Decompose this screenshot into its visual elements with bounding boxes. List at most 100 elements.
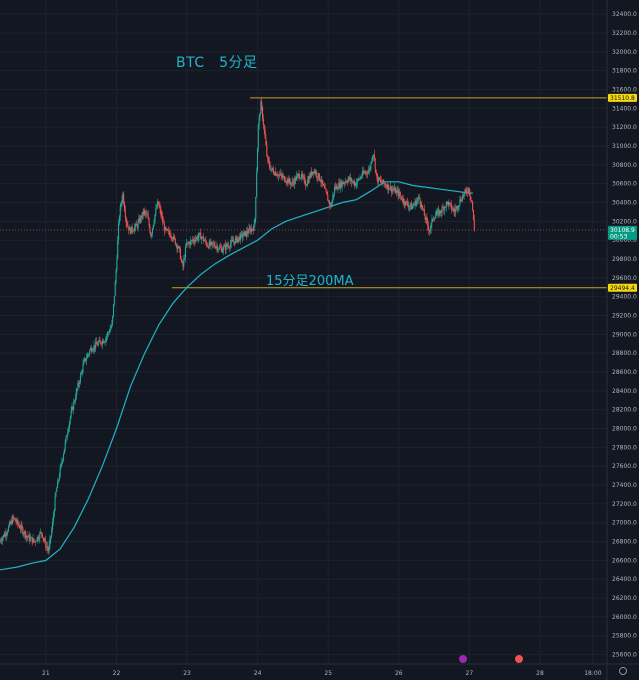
candle-body: [46, 546, 48, 548]
candle-body: [370, 162, 372, 169]
time-axis[interactable]: 21 22 23 24 25 26 27 28 18:00: [42, 670, 602, 677]
candle-body: [183, 259, 185, 267]
candle-body: [212, 243, 214, 245]
price-axis[interactable]: 32400.0 32200.0 32000.0 31800.0 31600.0 31400…: [612, 11, 637, 658]
candle-body: [147, 215, 149, 220]
candle-body: [246, 231, 248, 234]
candle-body: [139, 218, 141, 223]
price-tick-label: 27200.0: [612, 501, 637, 508]
event-icon[interactable]: [459, 655, 467, 663]
candle-body: [56, 488, 58, 492]
ma-label-annotation: 15分足200MA: [266, 274, 354, 289]
candle-body: [201, 236, 203, 238]
candle-body: [170, 236, 172, 238]
candle-layer: [0, 96, 475, 555]
price-tick-label: 25600.0: [612, 652, 637, 659]
candle-body: [74, 398, 76, 402]
candle-body: [18, 525, 21, 529]
candle-body: [24, 531, 26, 534]
candle-body: [361, 171, 364, 177]
ma-200-line: [0, 181, 473, 571]
candle-body: [16, 519, 18, 523]
price-tick-label: 27600.0: [612, 463, 637, 470]
flag-icon[interactable]: [515, 655, 523, 663]
candle-body: [446, 201, 448, 203]
candle-body: [405, 201, 408, 202]
candle-body: [348, 177, 350, 180]
candle-body: [123, 203, 126, 211]
candle-body: [384, 184, 386, 187]
candle-body: [35, 541, 37, 542]
candle-body: [150, 232, 152, 237]
candle-body: [288, 178, 290, 184]
candle-body: [454, 211, 456, 213]
candle-body: [96, 344, 98, 346]
price-tick-label: 30800.0: [612, 162, 637, 169]
candle-body: [338, 183, 340, 190]
candle-body: [247, 233, 249, 234]
candle-body: [206, 242, 208, 246]
candle-body: [28, 535, 30, 538]
candle-body: [284, 176, 286, 182]
price-tick-label: 26600.0: [612, 557, 637, 564]
candle-body: [234, 238, 237, 244]
candle-body: [113, 296, 115, 305]
candle-body: [450, 203, 452, 205]
candle-body: [172, 238, 174, 240]
candle-body: [256, 148, 259, 173]
candle-body: [107, 332, 109, 336]
candle-body: [103, 341, 105, 343]
candle-body: [218, 247, 220, 250]
candle-body: [282, 176, 284, 178]
candle-body: [324, 188, 326, 190]
candle-body: [211, 241, 213, 243]
candle-body: [270, 169, 272, 171]
candle-body: [329, 204, 331, 205]
candle-body: [62, 459, 64, 462]
candle-body: [43, 538, 45, 541]
candle-body: [217, 246, 219, 251]
candle-body: [389, 189, 391, 190]
candle-body: [131, 226, 133, 231]
candle-body: [7, 526, 10, 532]
candle-body: [332, 195, 334, 202]
price-tick-label: 28800.0: [612, 350, 637, 357]
candle-body: [210, 241, 212, 246]
candle-body: [352, 181, 354, 182]
price-tick-label: 26200.0: [612, 595, 637, 602]
candle-body: [51, 521, 54, 530]
candle-body: [195, 237, 198, 240]
candle-body: [467, 188, 469, 193]
candle-body: [64, 441, 66, 449]
candle-body: [163, 223, 165, 231]
candle-body: [67, 432, 69, 437]
price-tick-label: 30400.0: [612, 199, 637, 206]
candle-body: [306, 180, 309, 186]
candle-body: [399, 191, 401, 196]
candle-body: [92, 349, 94, 351]
candle-body: [342, 182, 344, 184]
candle-body: [174, 238, 176, 245]
candle-body: [32, 538, 34, 543]
price-tick-label: 31600.0: [612, 86, 637, 93]
candle-body: [118, 216, 120, 224]
settings-gear-icon[interactable]: [619, 667, 627, 675]
candle-body: [271, 168, 273, 170]
candle-body: [221, 248, 223, 253]
candle-body: [53, 510, 55, 516]
candle-body: [424, 215, 426, 220]
candle-body: [378, 177, 380, 183]
candle-body: [426, 217, 428, 221]
price-tick-label: 31400.0: [612, 105, 637, 112]
candle-body: [112, 315, 114, 324]
candle-body: [118, 223, 120, 240]
time-tick-label: 27: [466, 670, 474, 677]
candle-body: [8, 522, 10, 527]
candle-body: [372, 154, 375, 156]
candle-body: [9, 522, 11, 524]
candle-body: [112, 304, 115, 316]
candle-body: [336, 185, 338, 190]
candle-body: [207, 246, 209, 249]
candle-body: [212, 242, 214, 244]
